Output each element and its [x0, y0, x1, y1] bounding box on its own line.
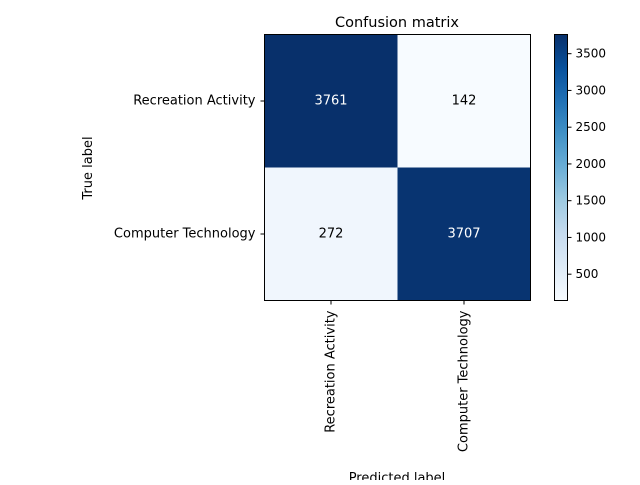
y-axis-ticks: Recreation Activity Computer Technology: [114, 94, 265, 242]
x-tick-label: Computer Technology: [457, 310, 472, 452]
matrix-frame: [264, 34, 531, 301]
colorbar-ticks: 500 1000 1500 2000 2500 3000 3500: [567, 47, 607, 281]
colorbar-tick-label: 1500: [576, 194, 607, 208]
y-tick-label: Recreation Activity: [133, 94, 256, 109]
cell-value-label: 3761: [314, 94, 347, 109]
matrix-cells: 3761 142 272 3707: [264, 34, 531, 301]
y-axis-label: True label: [81, 136, 96, 200]
x-axis-ticks: Recreation Activity Computer Technology: [324, 300, 472, 452]
matrix-cell-r1-c0: [264, 167, 398, 301]
colorbar-tick-label: 2500: [576, 120, 607, 134]
colorbar: [554, 34, 568, 301]
matrix-cell-r0-c1: [397, 34, 531, 168]
colorbar-tick-label: 500: [576, 267, 599, 281]
cell-value-label: 3707: [447, 227, 480, 242]
x-axis-label: Predicted label: [349, 471, 446, 480]
cell-value-label: 272: [319, 227, 344, 242]
colorbar-tick-label: 1000: [576, 230, 607, 244]
matrix-cell-r1-c1: [397, 167, 531, 301]
colorbar-tick-label: 3000: [576, 83, 607, 97]
matrix-cell-r0-c0: [264, 34, 398, 168]
colorbar-tick-label: 3500: [576, 47, 607, 61]
chart-title: Confusion matrix: [335, 15, 459, 31]
x-tick-label: Recreation Activity: [324, 310, 339, 433]
cell-value-label: 142: [452, 94, 477, 109]
colorbar-tick-label: 2000: [576, 157, 607, 171]
y-tick-label: Computer Technology: [114, 227, 256, 242]
